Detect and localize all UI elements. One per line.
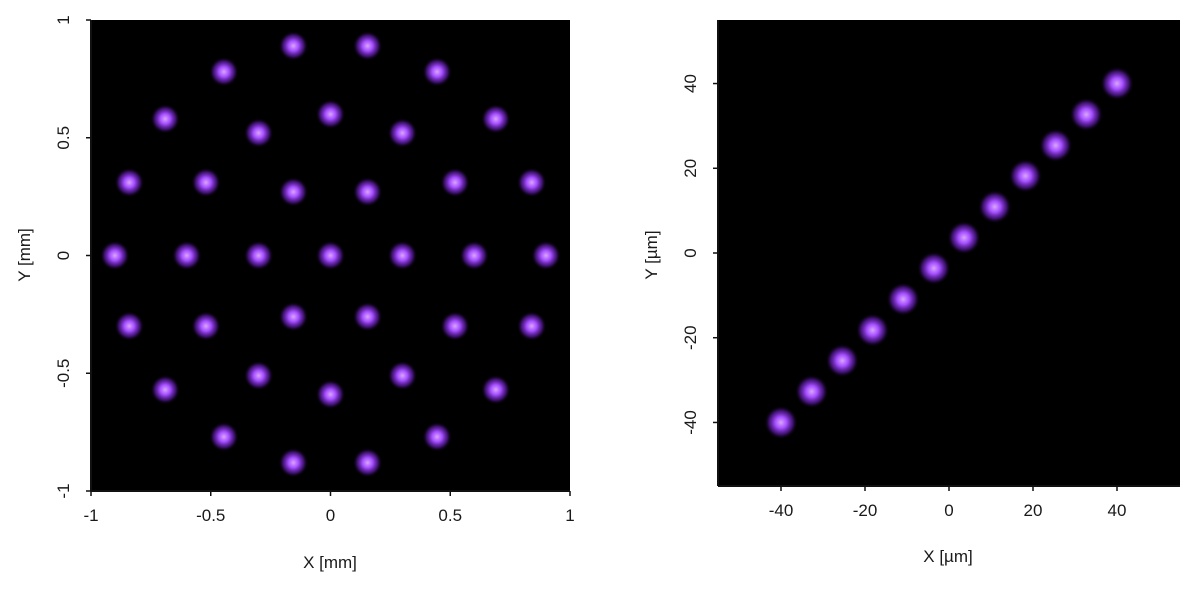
spot-right-10 — [1069, 97, 1104, 132]
y-tick-label-right-1: -20 — [681, 325, 700, 350]
spot-right-11 — [1100, 66, 1134, 101]
spot-left-28 — [243, 360, 274, 391]
spot-left-32 — [480, 374, 511, 405]
x-tick-label-right-2: 0 — [944, 501, 953, 520]
spot-left-7 — [315, 99, 346, 130]
y-tick-label-left-2: 0 — [54, 251, 73, 260]
spot-right-5 — [916, 251, 951, 286]
y-tick-label-right-0: -40 — [681, 410, 700, 435]
x-axis-label-right: X [µm] — [923, 547, 972, 566]
axes-right: -40 -20 0 20 40 -40 -20 0 20 40 — [681, 20, 1180, 520]
x-tick-label-left-4: 1 — [565, 506, 574, 525]
spot-left-26 — [440, 311, 470, 342]
spot-left-20 — [459, 240, 490, 271]
y-tick-label-left-1: -0.5 — [54, 359, 73, 388]
spot-left-35 — [278, 447, 309, 478]
spot-left-31 — [150, 374, 181, 405]
spot-left-2 — [208, 56, 239, 87]
spot-left-30 — [387, 360, 418, 391]
x-tick-label-left-0: -1 — [83, 506, 98, 525]
spot-left-15 — [99, 240, 130, 271]
spot-left-19 — [387, 240, 418, 271]
y-tick-label-right-2: 0 — [681, 248, 700, 257]
spots-right — [764, 66, 1134, 440]
spot-left-10 — [191, 167, 221, 198]
spot-left-3 — [422, 56, 453, 87]
spot-left-16 — [171, 240, 202, 271]
plot-area-right — [718, 20, 1180, 486]
spot-right-6 — [947, 220, 982, 255]
spot-left-12 — [352, 176, 383, 207]
spot-left-27 — [516, 311, 547, 342]
spot-left-36 — [352, 447, 383, 478]
x-tick-label-right-1: -20 — [853, 501, 878, 520]
spot-right-9 — [1038, 128, 1073, 163]
spot-left-5 — [480, 103, 511, 134]
spot-right-2 — [825, 343, 860, 378]
spot-left-6 — [243, 118, 274, 148]
y-tick-label-left-3: 0.5 — [54, 126, 73, 150]
spot-right-0 — [764, 405, 798, 440]
spot-left-33 — [208, 421, 239, 452]
spot-left-21 — [531, 240, 561, 271]
spot-left-4 — [150, 103, 181, 134]
chart-left: -1 -0.5 0 0.5 1 -1 -0.5 0 0.5 1 X [mm] Y [mm] — [15, 15, 575, 572]
x-tick-label-left-3: 0.5 — [438, 506, 462, 525]
y-tick-label-left-4: 1 — [54, 15, 73, 24]
spot-right-8 — [1008, 158, 1043, 193]
spot-left-8 — [387, 118, 418, 148]
spot-left-25 — [352, 301, 383, 332]
spot-left-17 — [243, 240, 274, 271]
x-tick-label-right-0: -40 — [769, 501, 794, 520]
spot-left-9 — [114, 167, 145, 198]
x-axis-label-left: X [mm] — [303, 553, 357, 572]
spots-left — [99, 30, 561, 478]
y-tick-label-right-3: 20 — [681, 159, 700, 178]
spot-left-34 — [422, 421, 453, 452]
spot-left-23 — [191, 311, 221, 342]
spot-left-0 — [278, 30, 309, 61]
spot-left-1 — [352, 30, 383, 61]
spot-right-4 — [886, 282, 921, 317]
y-tick-label-right-4: 40 — [681, 74, 700, 93]
spot-left-14 — [516, 167, 547, 198]
x-tick-label-left-1: -0.5 — [196, 506, 225, 525]
y-axis-label-left: Y [mm] — [15, 228, 34, 282]
spot-left-22 — [114, 311, 145, 342]
x-tick-label-right-4: 40 — [1108, 501, 1127, 520]
spot-left-11 — [278, 176, 309, 207]
x-tick-label-right-3: 20 — [1024, 501, 1043, 520]
axes-left: -1 -0.5 0 0.5 1 -1 -0.5 0 0.5 1 — [54, 15, 575, 525]
chart-right: -40 -20 0 20 40 -40 -20 0 20 40 X [µm] Y [µm] — [642, 20, 1180, 566]
spot-left-24 — [278, 301, 309, 332]
x-tick-label-left-2: 0 — [326, 506, 335, 525]
y-tick-label-left-0: -1 — [54, 483, 73, 498]
spot-right-7 — [977, 189, 1012, 224]
spot-left-13 — [440, 167, 470, 198]
spot-right-3 — [855, 313, 890, 348]
spot-left-18 — [315, 240, 346, 271]
spot-left-29 — [315, 379, 346, 410]
y-axis-label-right: Y [µm] — [642, 230, 661, 279]
spot-right-1 — [794, 374, 829, 409]
